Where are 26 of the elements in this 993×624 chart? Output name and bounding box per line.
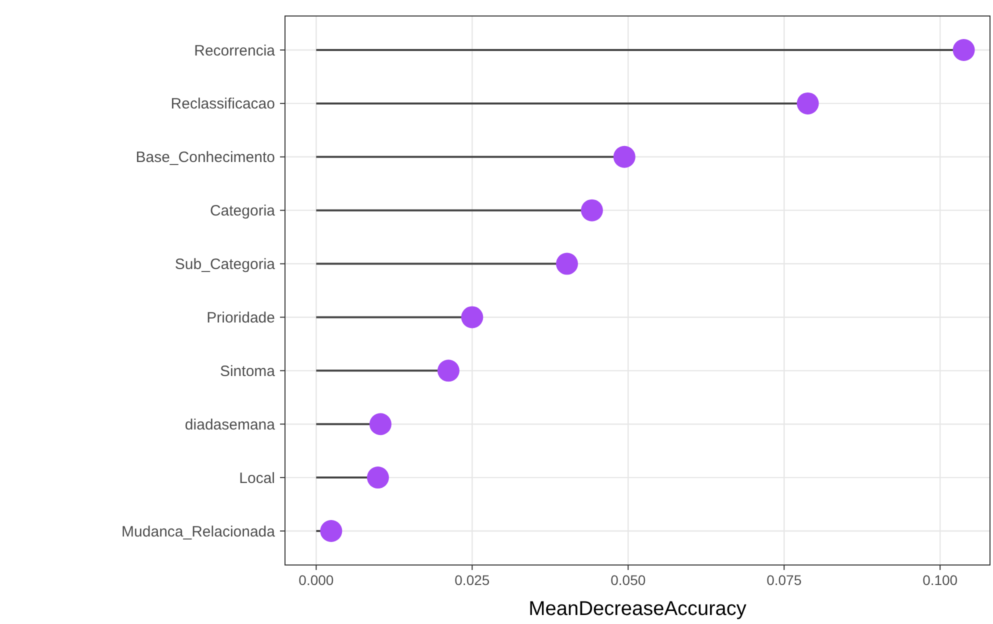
x-tick-label: 0.075 <box>766 572 802 588</box>
y-tick-label: Mudanca_Relacionada <box>122 523 276 540</box>
point <box>613 146 636 168</box>
y-tick-label: Reclassificacao <box>170 96 275 113</box>
y-tick-label: Categoria <box>210 202 276 220</box>
x-axis-title: MeanDecreaseAccuracy <box>528 598 746 620</box>
point <box>369 413 392 436</box>
point <box>796 92 819 114</box>
point <box>580 199 603 222</box>
x-tick-label: 0.100 <box>922 572 958 588</box>
point <box>461 306 484 328</box>
x-tick-label: 0.000 <box>298 572 334 588</box>
y-tick-label: Local <box>239 470 275 487</box>
y-tick-label: Sintoma <box>220 362 276 380</box>
point <box>556 252 578 275</box>
point <box>437 360 460 382</box>
x-tick-label: 0.050 <box>610 572 646 588</box>
point <box>320 520 342 542</box>
y-tick-label: Recorrencia <box>194 42 276 60</box>
x-tick-label: 0.025 <box>454 572 490 588</box>
y-tick-label: Base_Conhecimento <box>136 149 275 166</box>
point <box>366 466 389 489</box>
y-tick-label: diadasemana <box>184 416 276 434</box>
y-tick-label: Sub_Categoria <box>174 256 276 274</box>
point <box>952 39 975 61</box>
y-tick-label: Prioridade <box>206 309 275 326</box>
